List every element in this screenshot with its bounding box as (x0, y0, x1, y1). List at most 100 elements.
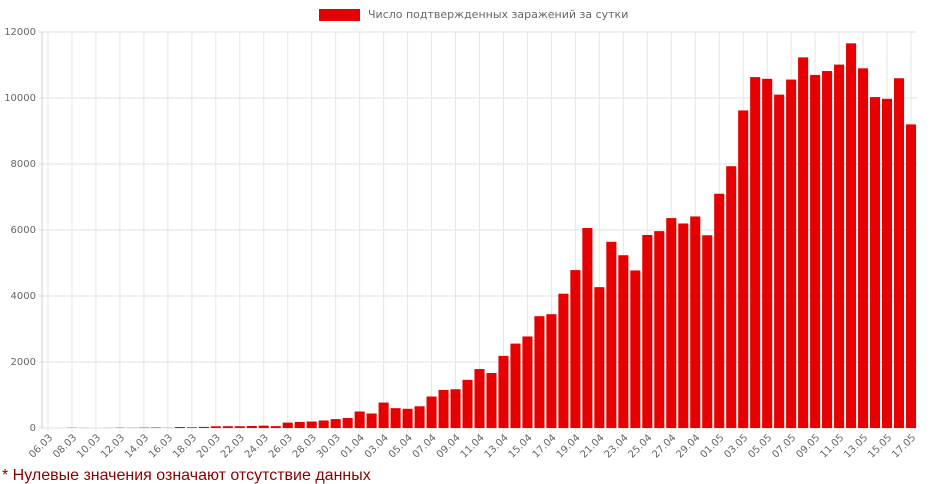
x-tick-label: 13.04 (483, 432, 511, 460)
bar (306, 421, 317, 428)
bar (893, 78, 905, 429)
x-tick-label: 09.04 (435, 432, 463, 460)
bar (270, 426, 281, 428)
bar (582, 228, 593, 428)
bar (882, 98, 893, 428)
bar (774, 94, 785, 428)
x-tick-label: 13.05 (842, 432, 870, 460)
bar (198, 426, 209, 428)
bar (510, 343, 521, 428)
bar (402, 408, 413, 428)
bar (678, 223, 689, 428)
bar (498, 355, 509, 428)
bar (618, 255, 629, 428)
bar (294, 421, 305, 428)
y-tick-label: 10000 (4, 93, 36, 104)
bar (666, 218, 677, 428)
x-tick-label: 22.03 (219, 432, 247, 460)
bar (810, 74, 821, 429)
x-tick-label: 19.04 (555, 432, 583, 460)
x-tick-label: 10.03 (75, 432, 103, 460)
x-tick-label: 18.03 (171, 432, 199, 460)
bar (246, 425, 257, 428)
x-tick-label: 11.05 (818, 432, 846, 460)
bar (714, 193, 725, 428)
x-tick-label: 17.05 (890, 432, 918, 460)
bar (594, 287, 605, 428)
bar (438, 389, 449, 428)
bar (210, 426, 221, 428)
bar (786, 79, 797, 428)
y-tick-label: 4000 (11, 291, 36, 302)
y-tick-label: 12000 (4, 27, 36, 38)
bar (474, 369, 485, 428)
bar (366, 413, 377, 428)
bar (534, 316, 545, 428)
bar (642, 234, 653, 428)
bar (654, 231, 665, 428)
bar (905, 124, 917, 429)
bar (186, 427, 197, 428)
footnote: * Нулевые значения означают отсутствие д… (2, 467, 371, 484)
x-tick-label: 15.05 (866, 432, 894, 460)
bar (330, 419, 341, 428)
x-tick-label: 03.05 (722, 432, 750, 460)
bar (870, 97, 881, 429)
x-tick-label: 26.03 (267, 432, 295, 460)
x-tick-label: 29.04 (674, 432, 702, 460)
x-tick-label: 14.03 (123, 432, 151, 460)
bar (738, 110, 749, 428)
bar (690, 216, 701, 428)
bar (378, 402, 389, 428)
y-tick-label: 2000 (11, 357, 36, 368)
bar (750, 77, 761, 429)
bar (630, 270, 641, 428)
x-tick-label: 06.03 (27, 432, 55, 460)
x-tick-label: 20.03 (195, 432, 223, 460)
x-tick-label: 09.05 (794, 432, 822, 460)
x-tick-label: 25.04 (627, 432, 655, 460)
x-tick-label: 15.04 (507, 432, 535, 460)
bar (762, 78, 773, 429)
x-tick-label: 21.04 (579, 432, 607, 460)
x-tick-label: 07.04 (411, 432, 439, 460)
bar (702, 235, 713, 428)
bar (282, 422, 293, 428)
bar (426, 396, 437, 428)
x-tick-label: 01.05 (698, 432, 726, 460)
bar (522, 336, 533, 428)
bar (486, 372, 497, 428)
bar (822, 71, 833, 428)
x-tick-label: 01.04 (339, 432, 367, 460)
bar (846, 43, 857, 429)
y-tick-label: 0 (30, 423, 36, 434)
bar (546, 314, 557, 428)
x-tick-label: 23.04 (603, 432, 631, 460)
x-tick-label: 28.03 (291, 432, 319, 460)
x-tick-label: 17.04 (531, 432, 559, 460)
legend-swatch (319, 9, 360, 21)
bar (558, 293, 569, 428)
y-tick-label: 6000 (11, 225, 36, 236)
bar (258, 425, 269, 428)
x-tick-label: 07.05 (770, 432, 798, 460)
bar (798, 57, 809, 428)
bar (222, 426, 233, 428)
bar (450, 389, 461, 428)
bar (570, 270, 581, 428)
bar (858, 68, 869, 428)
bar (462, 379, 473, 428)
bar (390, 408, 401, 428)
bar (234, 426, 245, 428)
x-tick-label: 24.03 (243, 432, 271, 460)
x-tick-label: 05.05 (746, 432, 774, 460)
bar (354, 411, 365, 428)
x-tick-label: 16.03 (147, 432, 175, 460)
x-tick-label: 11.04 (459, 432, 487, 460)
bar (318, 420, 329, 428)
x-tick-label: 27.04 (650, 432, 678, 460)
x-tick-label: 30.03 (315, 432, 343, 460)
bar (174, 427, 185, 428)
legend-label: Число подтвержденных заражений за сутки (368, 8, 628, 21)
